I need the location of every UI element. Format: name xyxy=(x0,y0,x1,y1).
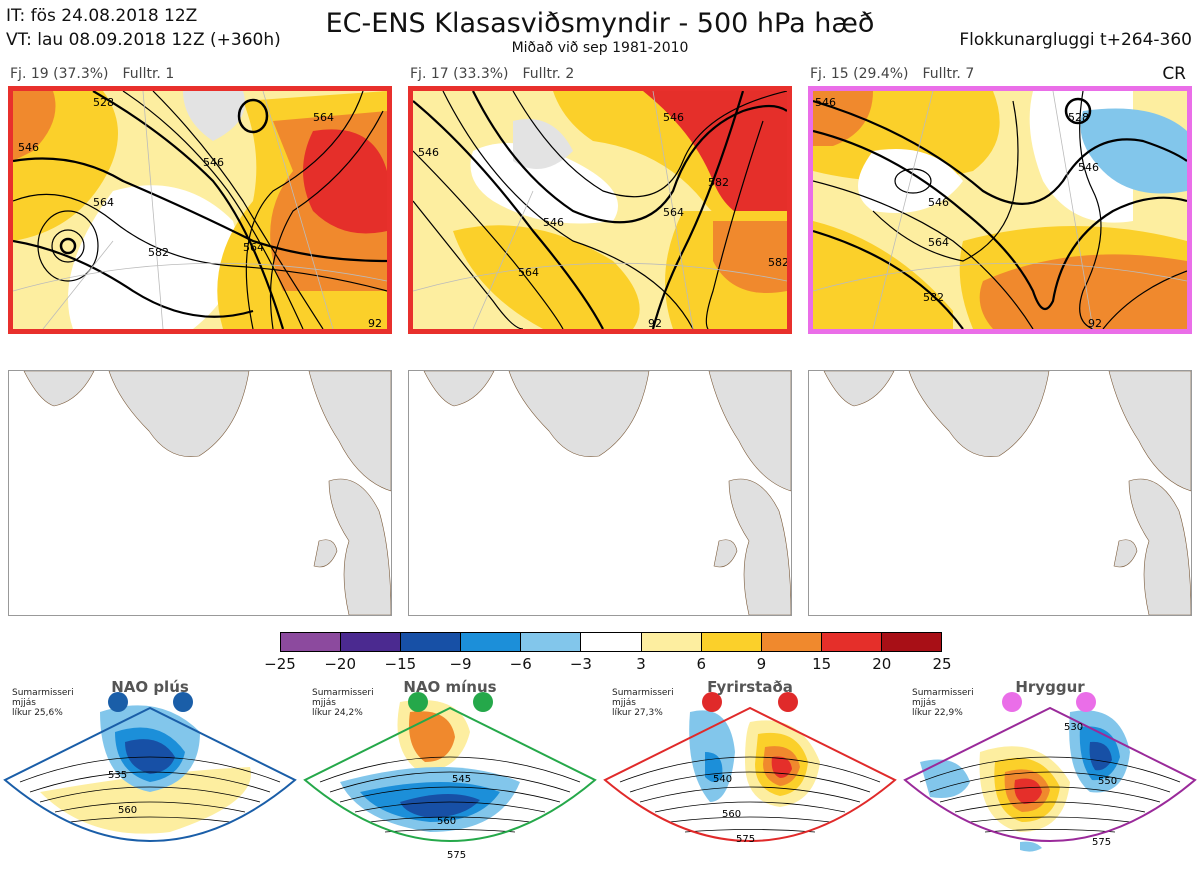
colorbar-cell xyxy=(701,633,762,651)
colorbar-tick-label: −20 xyxy=(324,655,356,673)
cluster-3-member: Fulltr. 7 xyxy=(922,66,975,82)
contour-label: 564 xyxy=(518,266,539,279)
contour-label: 582 xyxy=(923,291,944,304)
contour-label: 92 xyxy=(648,317,662,329)
regime-name: NAO mínus xyxy=(403,678,497,696)
regime-contour-label: 540 xyxy=(713,774,732,785)
colorbar-tick-label: 9 xyxy=(756,655,767,673)
colorbar-cell xyxy=(641,633,702,651)
regime-contour-label: 560 xyxy=(722,809,741,820)
regime-info: Sumarmisseri mjjás líkur 25,6% xyxy=(12,688,74,718)
run-info: IT: fös 24.08.2018 12Z VT: lau 08.09.201… xyxy=(6,4,281,52)
member-map-2 xyxy=(408,370,792,616)
regime-info: Sumarmisseri mjjás líkur 24,2% xyxy=(312,688,374,718)
cluster-1-member: Fulltr. 1 xyxy=(122,66,175,82)
contour-label: 546 xyxy=(418,146,439,159)
contour-label: 546 xyxy=(815,96,836,109)
colorbar-cell xyxy=(341,633,402,651)
regime-contour-label: 545 xyxy=(452,774,471,785)
contour-label: 528 xyxy=(93,96,114,109)
cluster-1-map: 528 546 564 564 582 564 546 92 xyxy=(8,86,392,334)
contour-label: 92 xyxy=(1088,317,1102,329)
regime-nao-plus: 535 560 NAO plús Sumarmisseri mjjás líku… xyxy=(0,672,300,871)
regime-contour-label: 560 xyxy=(118,805,137,816)
contour-label: 546 xyxy=(18,141,39,154)
contour-label: 528 xyxy=(1068,111,1089,124)
colorbar-cell xyxy=(881,633,942,651)
regime-name: Fyrirstaða xyxy=(707,678,793,696)
colorbar-tick-label: 25 xyxy=(932,655,952,673)
regime-contour-label: 575 xyxy=(447,850,466,861)
regime-name: Hryggur xyxy=(1015,678,1085,696)
regime-info: Sumarmisseri mjjás líkur 22,9% xyxy=(912,688,974,718)
colorbar-tick-label: −15 xyxy=(384,655,417,673)
valid-time: VT: lau 08.09.2018 12Z (+360h) xyxy=(6,30,281,50)
colorbar-cell xyxy=(821,633,882,651)
member-map-1 xyxy=(8,370,392,616)
colorbar-cell xyxy=(521,633,582,651)
contour-label: 564 xyxy=(93,196,114,209)
contour-label: 546 xyxy=(928,196,949,209)
colorbar-cell xyxy=(761,633,822,651)
colorbar-cell xyxy=(281,633,342,651)
colorbar-cell xyxy=(581,633,642,651)
cluster-3-map: 528 546 546 546 564 582 92 xyxy=(808,86,1192,334)
regime-contour-label: 530 xyxy=(1064,722,1083,733)
anomaly-colorbar xyxy=(280,632,942,652)
colorbar-tick-label: −9 xyxy=(449,655,472,673)
cluster-2-member: Fulltr. 2 xyxy=(522,66,575,82)
colorbar-tick-label: −6 xyxy=(509,655,532,673)
page-subtitle: Miðað við sep 1981-2010 xyxy=(511,40,689,56)
colorbar-tick-label: −25 xyxy=(264,655,296,673)
classification-window: Flokkunargluggi t+264-360 xyxy=(959,30,1192,50)
page-title: EC-ENS Klasasviðsmyndir - 500 hPa hæð xyxy=(325,8,875,39)
colorbar-tick-label: 15 xyxy=(812,655,832,673)
cluster-3-caption: Fj. 15 (29.4%) Fulltr. 7 xyxy=(810,66,988,82)
regime-contour-label: 575 xyxy=(1092,837,1111,848)
contour-label: 564 xyxy=(663,206,684,219)
regime-contour-label: 560 xyxy=(437,816,456,827)
contour-label: 582 xyxy=(768,256,787,269)
colorbar-cell xyxy=(401,633,462,651)
cluster-2-caption: Fj. 17 (33.3%) Fulltr. 2 xyxy=(410,66,588,82)
colorbar-cell xyxy=(461,633,522,651)
regime-contour-label: 550 xyxy=(1098,776,1117,787)
contour-label: 564 xyxy=(928,236,949,249)
colorbar-tick-label: 6 xyxy=(696,655,707,673)
regime-name: NAO plús xyxy=(111,678,189,696)
colorbar-tick-label: 20 xyxy=(872,655,892,673)
regime-nao-minus: 545 560 575 NAO mínus Sumarmisseri mjjás… xyxy=(300,672,600,871)
initial-time: IT: fös 24.08.2018 12Z xyxy=(6,6,198,26)
regime-ridge: 530 550 575 Hryggur Sumarmisseri mjjás l… xyxy=(900,672,1200,871)
regime-contour-label: 535 xyxy=(108,770,127,781)
regime-contour-label: 575 xyxy=(736,834,755,845)
contour-label: 564 xyxy=(313,111,334,124)
regime-blocking: 540 560 575 Fyrirstaða Sumarmisseri mjjá… xyxy=(600,672,900,871)
contour-label: 582 xyxy=(708,176,729,189)
colorbar-tick-label: 3 xyxy=(636,655,646,673)
cluster-3-count: Fj. 15 (29.4%) xyxy=(810,66,909,82)
contour-label: 546 xyxy=(1078,161,1099,174)
contour-label: 546 xyxy=(663,111,684,124)
contour-label: 582 xyxy=(148,246,169,259)
member-map-3 xyxy=(808,370,1192,616)
colorbar-tick-label: −3 xyxy=(569,655,592,673)
regime-info: Sumarmisseri mjjás líkur 27,3% xyxy=(612,688,674,718)
contour-label: 546 xyxy=(203,156,224,169)
contour-label: 564 xyxy=(243,241,264,254)
contour-label: 546 xyxy=(543,216,564,229)
cr-label: CR xyxy=(1162,64,1186,84)
cluster-1-count: Fj. 19 (37.3%) xyxy=(10,66,109,82)
cluster-2-count: Fj. 17 (33.3%) xyxy=(410,66,509,82)
cluster-2-map: 546 546 564 546 582 564 582 92 xyxy=(408,86,792,334)
contour-label: 92 xyxy=(368,317,382,329)
cluster-1-caption: Fj. 19 (37.3%) Fulltr. 1 xyxy=(10,66,188,82)
